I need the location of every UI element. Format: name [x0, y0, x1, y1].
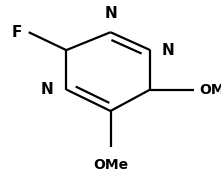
Text: OMe: OMe — [93, 158, 128, 171]
Text: N: N — [40, 82, 53, 97]
Text: N: N — [104, 6, 117, 21]
Text: OMe: OMe — [199, 83, 221, 96]
Text: F: F — [12, 25, 22, 40]
Text: N: N — [161, 43, 174, 58]
